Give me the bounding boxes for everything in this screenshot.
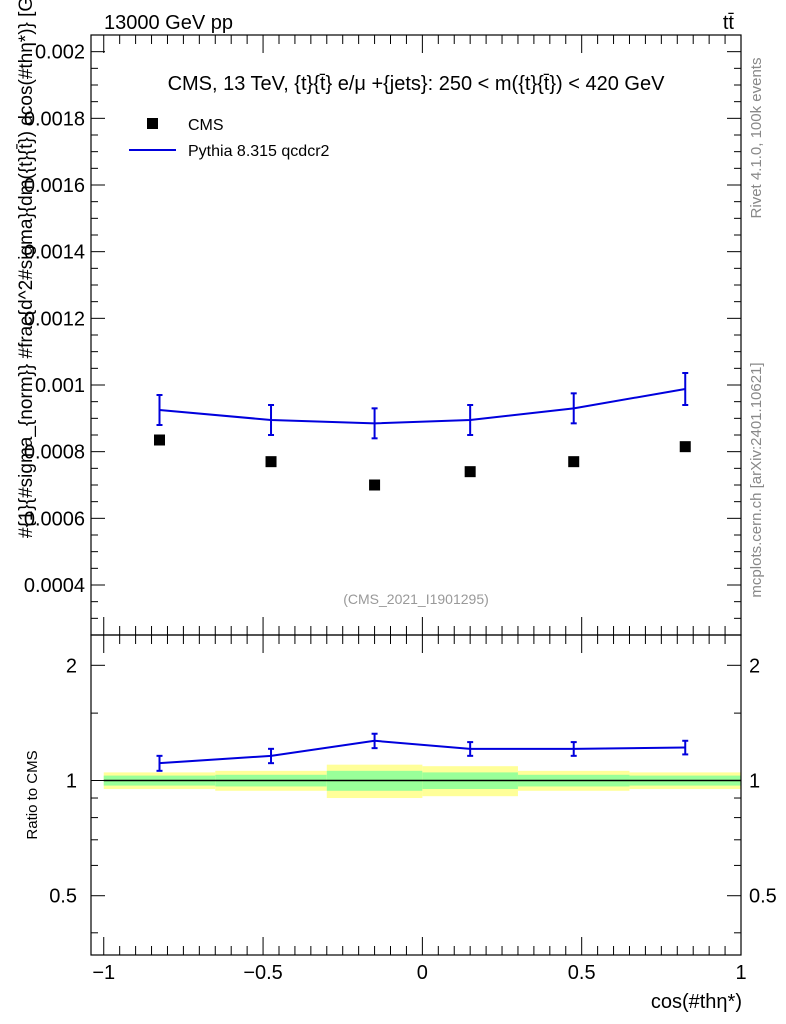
ratio-y-tick-label: 2 bbox=[66, 655, 77, 677]
main-y-tick-label: 0.0006 bbox=[24, 508, 85, 530]
main-y-tick-label: 0.002 bbox=[35, 42, 85, 64]
main-y-axis-label-text: #{1}{#sigma_{norm}} #frac{d^2#sigma}{dm(… bbox=[16, 0, 37, 538]
ratio-panel: −1 −0.5 0 0.5 1 0.5 0.5 1 1 2 2 bbox=[49, 634, 777, 984]
ratio-y-tick-label-right: 2 bbox=[749, 655, 760, 677]
legend-pythia-label: Pythia 8.315 qcdcr2 bbox=[188, 143, 330, 160]
main-y-tick-label: 0.0016 bbox=[24, 175, 85, 197]
main-y-tick-label: 0.001 bbox=[35, 375, 85, 397]
x-tick-label: 1 bbox=[735, 962, 746, 984]
analysis-watermark: (CMS_2021_I1901295) bbox=[343, 591, 489, 607]
x-tick-label: 0 bbox=[417, 962, 428, 984]
ratio-y-axis-label: Ratio to CMS bbox=[24, 750, 41, 839]
cms-data-point bbox=[679, 441, 691, 453]
energy-label: 13000 GeV pp bbox=[104, 12, 233, 34]
cms-data-point bbox=[154, 434, 166, 446]
main-panel: 0.0004 0.0006 0.0008 0.001 0.0012 0.0014 0.001… bbox=[24, 34, 742, 636]
ratio-frame bbox=[90, 634, 742, 956]
legend-cms-label: CMS bbox=[188, 117, 224, 134]
cms-data-point bbox=[265, 456, 277, 468]
main-y-tick-label: 0.0004 bbox=[24, 575, 85, 597]
x-tick-label: −0.5 bbox=[243, 962, 282, 984]
main-y-tick-label: 0.0018 bbox=[24, 108, 85, 130]
ratio-y-tick-label-right: 0.5 bbox=[749, 886, 777, 908]
legend-cms-marker bbox=[147, 118, 158, 129]
ratio-y-tick-label-right: 1 bbox=[749, 771, 760, 793]
legend: CMS Pythia 8.315 qcdcr2 bbox=[129, 117, 330, 160]
main-y-tick-label: 0.0014 bbox=[24, 242, 85, 264]
pythia-line bbox=[159, 388, 686, 425]
x-axis-label: cos(#thη*) bbox=[651, 991, 742, 1013]
chart-title: CMS, 13 TeV, {t}{t̄} e/μ +{jets}: 250 < … bbox=[168, 73, 666, 95]
main-y-tick-label: 0.0012 bbox=[24, 308, 85, 330]
ratio-y-tick-label: 1 bbox=[66, 771, 77, 793]
main-y-axis-label: #{1}{#sigma_{norm}} #frac{d^2#sigma}{dm(… bbox=[16, 0, 37, 538]
ratio-pythia-line bbox=[159, 739, 686, 765]
cms-data-point bbox=[568, 456, 580, 468]
rivet-label: Rivet 4.1.0, 100k events bbox=[748, 58, 765, 219]
cms-data-point bbox=[369, 479, 381, 491]
x-tick-label: −1 bbox=[92, 962, 115, 984]
source-label: mcplots.cern.ch [arXiv:2401.10621] bbox=[748, 362, 765, 597]
process-label: tt̄ bbox=[723, 12, 735, 34]
main-y-tick-label: 0.0008 bbox=[24, 442, 85, 464]
x-tick-label: 0.5 bbox=[568, 962, 596, 984]
cms-data-point bbox=[464, 466, 476, 478]
ratio-y-tick-label: 0.5 bbox=[49, 886, 77, 908]
